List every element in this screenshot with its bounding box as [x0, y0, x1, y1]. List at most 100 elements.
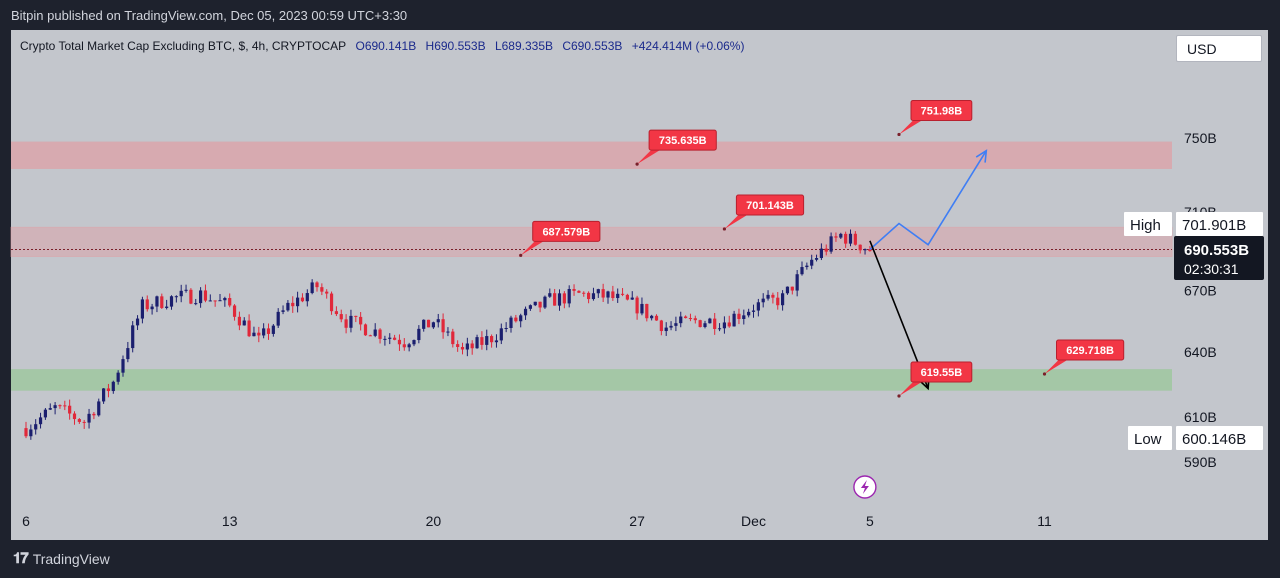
candle-158	[790, 286, 794, 295]
candle-12	[82, 419, 86, 429]
candle-body	[446, 331, 450, 333]
candles-layer	[24, 229, 872, 440]
tradingview-brand[interactable]: 𝟏𝟕 TradingView	[13, 550, 110, 567]
candle-body	[523, 308, 528, 316]
callout-619.55B: 619.55B	[897, 361, 973, 398]
candle-body	[717, 328, 722, 330]
candle-body	[169, 296, 174, 307]
candle-body	[325, 291, 329, 294]
footer-bar	[0, 543, 1280, 578]
candle-138	[693, 315, 697, 324]
candle-body	[693, 318, 697, 321]
candle-body	[116, 372, 120, 382]
candle-0	[24, 421, 28, 439]
candle-64	[334, 306, 338, 317]
candle-body	[92, 413, 96, 416]
candle-body	[208, 300, 212, 302]
candle-57	[300, 293, 305, 303]
callout-box	[532, 220, 601, 242]
candle-134	[674, 316, 678, 332]
candle-117	[591, 287, 596, 301]
candle-body	[829, 236, 833, 252]
candle-72	[373, 323, 377, 338]
candle-32	[179, 284, 183, 303]
candle-body	[645, 303, 649, 319]
candle-body	[771, 294, 775, 298]
candle-body	[548, 293, 552, 297]
candle-body	[616, 293, 620, 299]
candle-body	[722, 322, 726, 329]
candle-body	[339, 314, 343, 320]
candle-164	[819, 243, 823, 261]
candle-155	[776, 291, 780, 310]
callouts-layer: 735.635B 751.98B 701.143B 687.579B 619.55B 62…	[519, 99, 1125, 398]
candle-body	[106, 388, 111, 392]
low-label: Low	[1128, 426, 1172, 450]
candle-129	[650, 314, 654, 321]
candle-body	[155, 296, 159, 307]
candle-body	[344, 319, 348, 328]
candle-body	[805, 265, 809, 268]
candle-body	[630, 297, 634, 300]
candle-body	[853, 233, 857, 245]
candle-body	[698, 320, 702, 328]
high-value: 701.901B	[1176, 212, 1263, 236]
candle-168	[839, 232, 843, 240]
candle-body	[456, 344, 460, 347]
callout-anchor-dot	[635, 162, 639, 166]
candle-body	[140, 299, 144, 319]
candle-92	[470, 340, 474, 355]
lightning-icon-bolt	[860, 480, 869, 494]
low-value: 600.146B	[1176, 426, 1263, 450]
candle-body	[34, 424, 38, 430]
candle-16	[102, 388, 106, 404]
candle-body	[790, 286, 794, 291]
candle-body	[834, 236, 838, 238]
candle-14	[92, 412, 96, 420]
candle-body	[601, 289, 605, 298]
date-tick-20: 20	[426, 513, 442, 529]
candle-body	[77, 419, 81, 422]
candle-145	[727, 315, 731, 328]
date-tick-11: 11	[1037, 513, 1052, 529]
candle-44	[237, 311, 241, 331]
candle-body	[436, 319, 440, 323]
candle-87	[446, 327, 450, 337]
zones-layer	[10, 141, 1173, 391]
candle-body	[68, 405, 72, 414]
candle-body	[844, 233, 848, 244]
candle-body	[237, 316, 241, 326]
chart-pane[interactable]	[11, 30, 1268, 540]
date-tick-5: 5	[866, 513, 874, 529]
callout-anchor-dot	[897, 132, 901, 137]
candle-42	[228, 293, 232, 308]
currency-button[interactable]: USD	[1176, 35, 1262, 62]
last-price-badge: 690.553B 02:30:31	[1174, 236, 1264, 280]
callout-box	[910, 99, 973, 121]
callout-pointer	[724, 212, 751, 229]
projection-bullish	[869, 150, 987, 251]
candle-58	[305, 289, 309, 307]
candle-126	[635, 295, 639, 320]
candle-56	[296, 291, 300, 313]
callout-label: 687.579B	[542, 226, 590, 238]
candle-body	[48, 408, 52, 410]
candle-1	[29, 424, 33, 440]
candle-146	[732, 310, 736, 327]
candle-169	[844, 231, 848, 248]
date-tick-6: 6	[22, 513, 30, 529]
candle-body	[674, 323, 678, 326]
callout-box	[1056, 339, 1125, 361]
candle-66	[344, 314, 348, 334]
candle-2	[34, 419, 38, 435]
candle-body	[747, 311, 751, 316]
candle-88	[451, 328, 455, 348]
candle-body	[567, 289, 571, 304]
candle-body	[310, 282, 314, 294]
candle-9	[68, 399, 72, 420]
candle-body	[199, 290, 203, 304]
candle-body	[611, 291, 615, 299]
candle-body	[286, 302, 290, 311]
symbol-title[interactable]: Crypto Total Market Cap Excluding BTC, $…	[20, 39, 347, 53]
